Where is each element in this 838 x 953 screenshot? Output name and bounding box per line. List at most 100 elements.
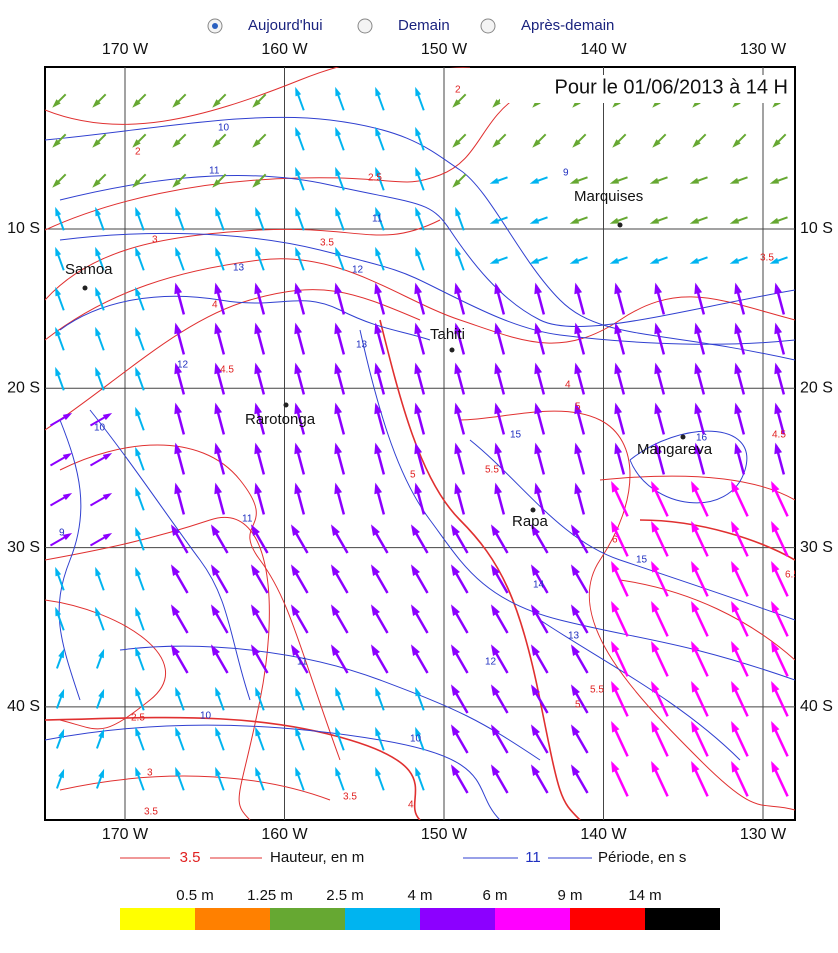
- wave-arrow: [614, 282, 626, 315]
- arrow-head: [211, 604, 220, 616]
- radio-label[interactable]: Après-demain: [521, 17, 614, 34]
- wave-arrow: [255, 726, 265, 751]
- arrow-head: [491, 644, 500, 656]
- wave-arrow: [529, 256, 548, 264]
- period-label: 13: [568, 631, 580, 642]
- arrow-head: [651, 680, 660, 693]
- arrow-head: [734, 322, 743, 335]
- arrow-head: [335, 126, 342, 137]
- wave-arrow: [614, 322, 626, 355]
- radio-option[interactable]: Demain: [357, 17, 450, 34]
- arrow-head: [132, 139, 141, 148]
- arrow-head: [294, 322, 303, 335]
- wave-arrow: [489, 176, 508, 184]
- wave-arrow: [731, 640, 749, 677]
- wave-arrow: [55, 326, 65, 351]
- wave-arrow: [774, 362, 786, 395]
- wave-arrow: [451, 764, 469, 794]
- wave-arrow: [492, 133, 507, 148]
- wave-arrow: [214, 362, 226, 395]
- arrow-head: [215, 686, 222, 697]
- wave-arrow: [531, 764, 549, 794]
- arrow-head: [571, 764, 580, 776]
- lat-label-left: 10 S: [7, 220, 40, 237]
- radio-option[interactable]: Après-demain: [480, 17, 614, 34]
- wave-arrow: [251, 604, 269, 634]
- wave-arrow: [731, 720, 749, 757]
- period-label: 14: [533, 580, 545, 591]
- arrow-head: [769, 177, 780, 184]
- place-label: Rapa: [512, 513, 549, 530]
- arrow-head: [529, 217, 540, 224]
- arrow-head: [334, 402, 343, 415]
- arrow-head: [571, 524, 580, 536]
- arrow-head: [291, 604, 300, 616]
- arrow-head: [614, 282, 623, 295]
- arrow-head: [335, 766, 342, 777]
- arrow-head: [731, 760, 740, 773]
- arrow-head: [491, 764, 500, 776]
- wave-arrow: [374, 402, 386, 435]
- place-label: Mangareva: [637, 441, 713, 458]
- wave-arrow: [694, 442, 706, 475]
- place-dot: [283, 402, 289, 408]
- wave-arrow: [571, 684, 589, 714]
- arrow-head: [214, 402, 223, 415]
- lat-label-right: 10 S: [800, 220, 833, 237]
- wave-arrow: [49, 453, 73, 467]
- lat-label-right: 40 S: [800, 698, 833, 715]
- radio-option[interactable]: Aujourd'hui: [207, 17, 323, 34]
- wave-arrow: [174, 322, 186, 355]
- radio-label[interactable]: Demain: [398, 17, 450, 34]
- arrow-head: [371, 524, 380, 536]
- arrow-head: [294, 402, 303, 415]
- wave-arrow: [731, 560, 749, 597]
- arrow-head: [294, 362, 303, 375]
- arrow-head: [375, 766, 382, 777]
- wave-arrow: [534, 362, 546, 395]
- arrow-head: [414, 322, 423, 335]
- radio-button[interactable]: [357, 18, 373, 34]
- wave-arrow: [691, 680, 709, 717]
- wave-arrow: [415, 246, 425, 271]
- place-dot: [680, 434, 686, 440]
- lon-label-bottom: 160 W: [261, 826, 308, 843]
- arrow-head: [252, 139, 261, 148]
- wave-arrow: [291, 604, 309, 634]
- wave-arrow: [651, 640, 669, 677]
- arrow-head: [135, 286, 142, 297]
- arrow-head: [214, 322, 223, 335]
- lon-label-bottom: 130 W: [740, 826, 787, 843]
- arrow-head: [771, 560, 780, 573]
- arrow-head: [375, 726, 382, 737]
- arrow-head: [654, 282, 663, 295]
- wave-arrow: [55, 366, 65, 391]
- wave-arrow: [55, 648, 65, 669]
- arrow-head: [251, 644, 260, 656]
- wave-arrow: [455, 246, 465, 271]
- arrow-head: [375, 86, 382, 97]
- wave-arrow: [494, 362, 506, 395]
- scale-swatch: [420, 908, 495, 930]
- wave-arrow: [335, 726, 345, 751]
- radio-label[interactable]: Aujourd'hui: [248, 17, 323, 34]
- wave-arrow: [654, 362, 666, 395]
- arrow-head: [694, 402, 703, 415]
- arrow-head: [171, 644, 180, 656]
- period-label: 11: [297, 657, 308, 668]
- wave-arrow: [411, 564, 429, 594]
- arrow-head: [774, 442, 783, 455]
- arrow-head: [569, 257, 580, 264]
- arrow-head: [375, 246, 382, 257]
- wave-arrow: [371, 524, 389, 554]
- wave-arrow: [374, 362, 386, 395]
- arrow-head: [494, 322, 503, 335]
- arrow-head: [291, 524, 300, 536]
- wave-arrow: [135, 726, 145, 751]
- arrow-head: [62, 533, 73, 541]
- wave-arrow: [415, 726, 425, 751]
- radio-button[interactable]: [480, 18, 496, 34]
- arrow-head: [414, 482, 423, 495]
- arrow-head: [609, 217, 620, 224]
- wave-arrow: [649, 216, 668, 224]
